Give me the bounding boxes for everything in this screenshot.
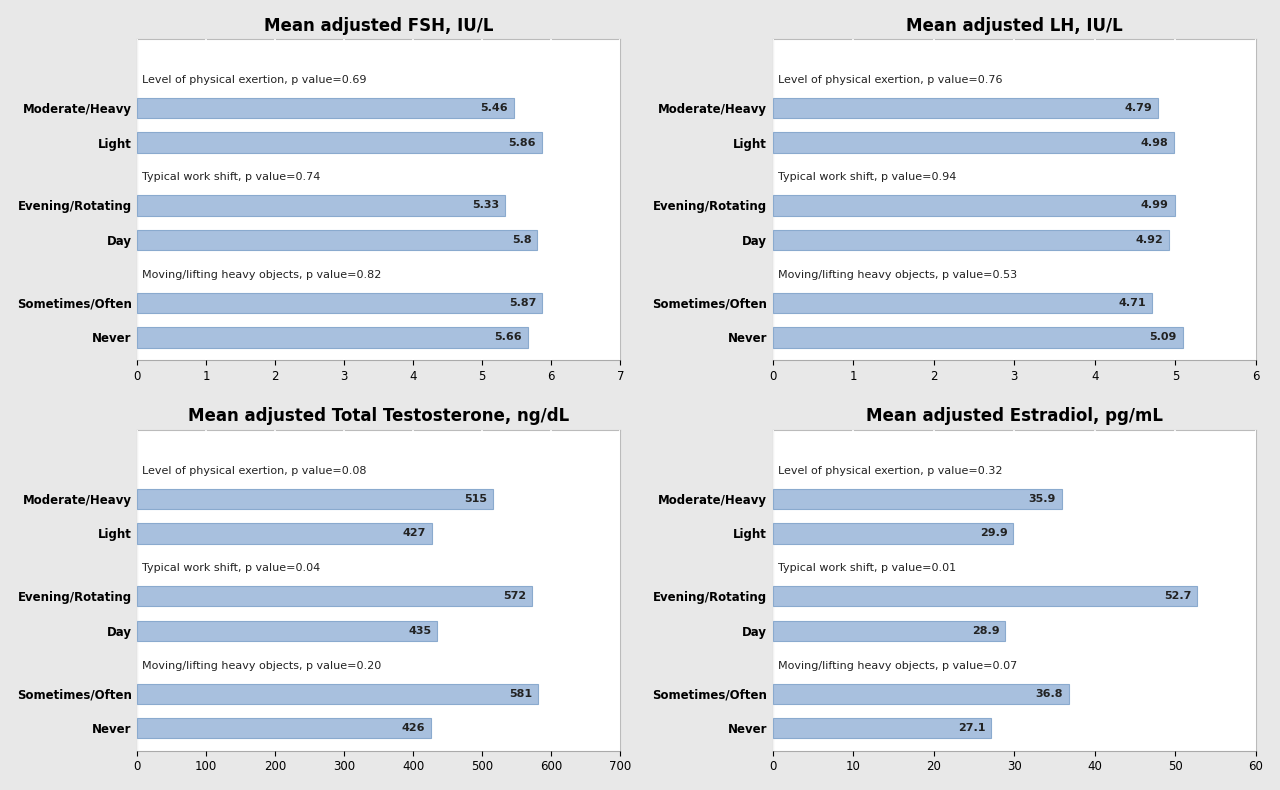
Text: 4.71: 4.71 bbox=[1119, 298, 1146, 308]
Text: 35.9: 35.9 bbox=[1029, 494, 1056, 504]
Text: Typical work shift, p value=0.01: Typical work shift, p value=0.01 bbox=[777, 563, 956, 574]
Bar bbox=[137, 621, 438, 641]
Text: Level of physical exertion, p value=0.69: Level of physical exertion, p value=0.69 bbox=[142, 75, 366, 85]
Text: Level of physical exertion, p value=0.08: Level of physical exertion, p value=0.08 bbox=[142, 466, 366, 476]
Text: 4.92: 4.92 bbox=[1135, 235, 1164, 245]
Text: 581: 581 bbox=[509, 689, 532, 699]
Text: 435: 435 bbox=[408, 626, 431, 636]
Text: 5.46: 5.46 bbox=[480, 103, 508, 113]
Text: Typical work shift, p value=0.94: Typical work shift, p value=0.94 bbox=[777, 172, 956, 182]
Text: 4.99: 4.99 bbox=[1140, 201, 1169, 210]
Bar bbox=[137, 293, 543, 313]
Text: Level of physical exertion, p value=0.32: Level of physical exertion, p value=0.32 bbox=[777, 466, 1002, 476]
Bar bbox=[773, 230, 1169, 250]
Text: Moving/lifting heavy objects, p value=0.82: Moving/lifting heavy objects, p value=0.… bbox=[142, 270, 381, 280]
Bar bbox=[773, 683, 1069, 704]
Bar bbox=[773, 327, 1183, 348]
Bar bbox=[137, 98, 515, 118]
Title: Mean adjusted LH, IU/L: Mean adjusted LH, IU/L bbox=[906, 17, 1123, 35]
Text: 5.66: 5.66 bbox=[494, 333, 522, 342]
Text: 5.86: 5.86 bbox=[508, 137, 536, 148]
Text: 5.33: 5.33 bbox=[472, 201, 499, 210]
Bar bbox=[137, 195, 506, 216]
Bar bbox=[773, 586, 1197, 607]
Text: Moving/lifting heavy objects, p value=0.53: Moving/lifting heavy objects, p value=0.… bbox=[777, 270, 1016, 280]
Bar bbox=[773, 195, 1175, 216]
Text: 427: 427 bbox=[403, 529, 426, 538]
Text: Typical work shift, p value=0.74: Typical work shift, p value=0.74 bbox=[142, 172, 320, 182]
Bar bbox=[773, 133, 1174, 152]
Text: 52.7: 52.7 bbox=[1164, 591, 1192, 601]
Bar bbox=[137, 523, 431, 544]
Bar bbox=[773, 293, 1152, 313]
Bar bbox=[773, 718, 991, 739]
Text: Typical work shift, p value=0.04: Typical work shift, p value=0.04 bbox=[142, 563, 320, 574]
Text: Moving/lifting heavy objects, p value=0.07: Moving/lifting heavy objects, p value=0.… bbox=[777, 660, 1016, 671]
Text: 5.8: 5.8 bbox=[512, 235, 531, 245]
Text: Moving/lifting heavy objects, p value=0.20: Moving/lifting heavy objects, p value=0.… bbox=[142, 660, 381, 671]
Text: 572: 572 bbox=[503, 591, 526, 601]
Text: 28.9: 28.9 bbox=[972, 626, 1000, 636]
Bar bbox=[773, 621, 1005, 641]
Bar bbox=[773, 98, 1158, 118]
Text: 4.98: 4.98 bbox=[1140, 137, 1167, 148]
Bar bbox=[137, 327, 527, 348]
Title: Mean adjusted FSH, IU/L: Mean adjusted FSH, IU/L bbox=[264, 17, 494, 35]
Text: 29.9: 29.9 bbox=[980, 529, 1007, 538]
Bar bbox=[773, 489, 1062, 509]
Text: 5.87: 5.87 bbox=[509, 298, 536, 308]
Text: Level of physical exertion, p value=0.76: Level of physical exertion, p value=0.76 bbox=[777, 75, 1002, 85]
Text: 5.09: 5.09 bbox=[1149, 333, 1176, 342]
Bar bbox=[137, 718, 431, 739]
Bar bbox=[137, 133, 541, 152]
Title: Mean adjusted Total Testosterone, ng/dL: Mean adjusted Total Testosterone, ng/dL bbox=[188, 408, 570, 426]
Bar bbox=[137, 230, 538, 250]
Text: 27.1: 27.1 bbox=[957, 724, 986, 733]
Bar bbox=[137, 586, 532, 607]
Bar bbox=[137, 489, 493, 509]
Text: 4.79: 4.79 bbox=[1125, 103, 1153, 113]
Bar bbox=[137, 683, 538, 704]
Text: 36.8: 36.8 bbox=[1036, 689, 1064, 699]
Text: 426: 426 bbox=[402, 724, 425, 733]
Bar bbox=[773, 523, 1014, 544]
Title: Mean adjusted Estradiol, pg/mL: Mean adjusted Estradiol, pg/mL bbox=[865, 408, 1162, 426]
Text: 515: 515 bbox=[463, 494, 486, 504]
